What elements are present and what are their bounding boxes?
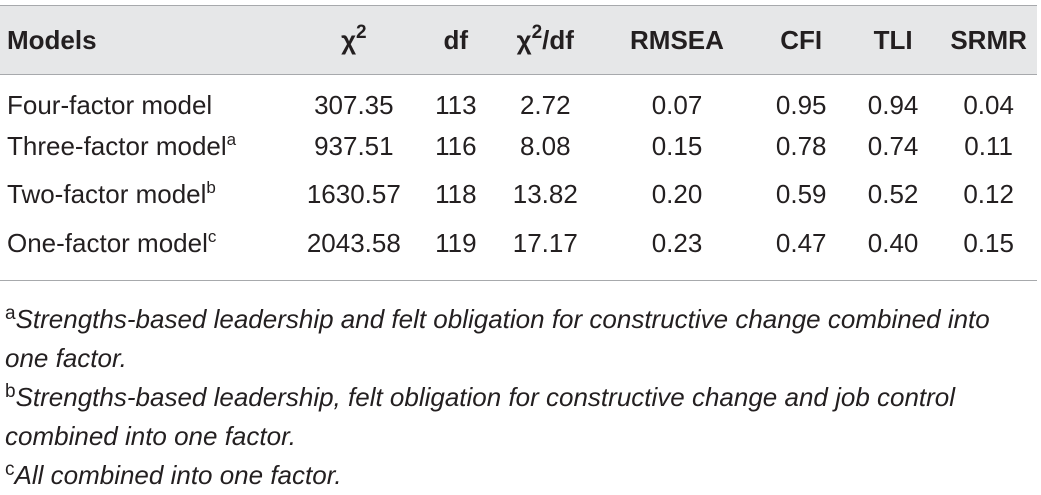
footnote-text: Strengths-based leadership and felt obli… [5, 304, 990, 373]
header-chidf-suffix: /df [542, 24, 574, 55]
table-row: One-factor modelc 2043.58 119 17.17 0.23… [0, 219, 1037, 281]
cell-chi-square-df: 2.72 [519, 90, 571, 121]
header-row: Models χ2 df χ2/df RMSEA CFI TLI SRMR [0, 5, 1037, 75]
header-chidf-superscript: 2 [531, 21, 543, 43]
table-header: Models χ2 df χ2/df RMSEA CFI TLI SRMR [0, 5, 1037, 75]
cell-chi-square: 2043.58 [306, 227, 401, 258]
footnote: aStrengths-based leadership and felt obl… [5, 300, 1037, 378]
footnote-text: All combined into one factor. [14, 460, 342, 490]
cell-chi-square-df: 17.17 [512, 227, 578, 258]
table-footnotes: aStrengths-based leadership and felt obl… [5, 300, 1037, 495]
model-label: One-factor model [7, 227, 208, 258]
header-chi-superscript: 2 [356, 21, 367, 43]
cell-chi-square: 307.35 [314, 90, 394, 121]
model-superscript: b [206, 178, 216, 197]
cell-model: Four-factor model [0, 75, 289, 123]
cell-cfi: 0.47 [775, 227, 827, 258]
page: Models χ2 df χ2/df RMSEA CFI TLI SRMR Fo… [0, 5, 1037, 490]
cell-df: 118 [435, 179, 477, 209]
table-body: Four-factor model 307.35 113 2.72 0.07 0… [0, 75, 1037, 281]
model-label: Four-factor model [7, 90, 213, 121]
header-rmsea: RMSEA [597, 5, 757, 75]
header-cfi: CFI [756, 5, 846, 75]
cell-chi-square: 937.51 [314, 131, 394, 161]
model-label: Two-factor model [7, 179, 207, 209]
header-srmr: SRMR [940, 5, 1037, 75]
table-row: Three-factor modela 937.51 116 8.08 0.15… [0, 123, 1037, 171]
cell-tli: 0.74 [867, 131, 919, 161]
footnote-marker: b [5, 381, 16, 402]
model-label: Three-factor model [7, 131, 227, 161]
model-fit-table: Models χ2 df χ2/df RMSEA CFI TLI SRMR Fo… [0, 5, 1037, 281]
cell-df: 119 [435, 227, 477, 258]
footnote: bStrengths-based leadership, felt obliga… [5, 378, 1037, 456]
cell-model: One-factor modelc [0, 219, 289, 281]
cell-model: Two-factor modelb [0, 171, 289, 219]
cell-cfi: 0.59 [775, 179, 827, 209]
table-row: Two-factor modelb 1630.57 118 13.82 0.20… [0, 171, 1037, 219]
cell-df: 113 [435, 90, 477, 121]
cell-chi-square: 1630.57 [306, 179, 401, 209]
cell-model: Three-factor modela [0, 123, 289, 171]
model-superscript: c [207, 226, 217, 246]
cell-df: 116 [435, 131, 477, 161]
header-models: Models [0, 5, 290, 75]
cell-srmr: 0.15 [963, 227, 1014, 258]
cell-tli: 0.94 [867, 90, 919, 121]
header-chi-square: χ2 [289, 5, 419, 75]
cell-srmr: 0.11 [964, 131, 1013, 161]
cell-rmsea: 0.23 [651, 227, 703, 258]
cell-rmsea: 0.15 [651, 131, 703, 161]
cell-tli: 0.52 [867, 179, 919, 209]
model-superscript: a [226, 130, 237, 149]
cell-chi-square-df: 8.08 [519, 131, 571, 161]
header-df: df [418, 5, 494, 75]
header-chidf-symbol: χ [516, 24, 532, 55]
footnote: cAll combined into one factor. [5, 456, 1037, 495]
header-chi-symbol: χ [341, 24, 357, 55]
cell-srmr: 0.04 [963, 90, 1014, 121]
cell-tli: 0.40 [867, 227, 919, 258]
cell-srmr: 0.12 [963, 179, 1014, 209]
cell-chi-square-df: 13.82 [512, 179, 578, 209]
footnote-marker: a [5, 303, 16, 324]
cell-cfi: 0.78 [775, 131, 827, 161]
footnote-marker: c [5, 459, 15, 480]
header-chi-square-df: χ2/df [493, 5, 598, 75]
cell-rmsea: 0.07 [651, 90, 703, 121]
table-row: Four-factor model 307.35 113 2.72 0.07 0… [0, 75, 1037, 123]
cell-cfi: 0.95 [775, 90, 827, 121]
footnote-text: Strengths-based leadership, felt obligat… [5, 382, 956, 451]
header-tli: TLI [845, 5, 941, 75]
cell-rmsea: 0.20 [651, 179, 703, 209]
